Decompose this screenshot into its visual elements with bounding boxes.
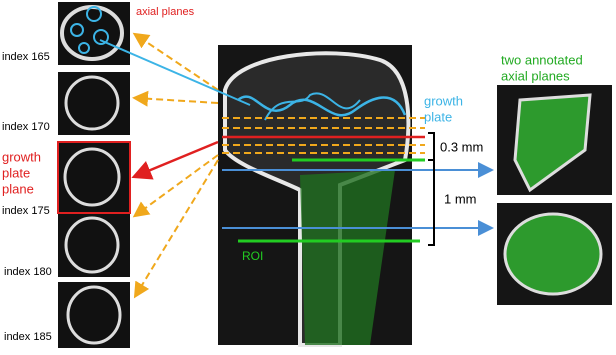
slice-index: index 175 [2, 205, 50, 217]
slice-index: index 185 [4, 331, 52, 343]
distance-label: 1 mm [444, 191, 477, 206]
slice-index: index 180 [4, 266, 52, 278]
longitudinal-section [218, 45, 412, 347]
slice-index: index 165 [2, 51, 50, 63]
annotated-label: axial planes [501, 68, 570, 83]
labels: axial planes index 165 index 170 index 1… [2, 6, 583, 343]
axial-planes-label: axial planes [136, 6, 195, 18]
annotated-label: two annotated [501, 52, 583, 67]
slice-index: index 170 [2, 121, 50, 133]
plane-lines [99, 32, 494, 299]
roi-label: ROI [242, 249, 263, 263]
growth-plate-label: plate [424, 109, 452, 124]
growth-plate-plane-label: plane [2, 181, 34, 196]
annotated-planes [497, 85, 612, 305]
thumbnails [57, 2, 131, 348]
growth-plate-label: growth [424, 93, 463, 108]
growth-plate-plane-label: growth [2, 149, 41, 164]
growth-plate-plane-label: plate [2, 165, 30, 180]
distance-label: 0.3 mm [440, 139, 483, 154]
